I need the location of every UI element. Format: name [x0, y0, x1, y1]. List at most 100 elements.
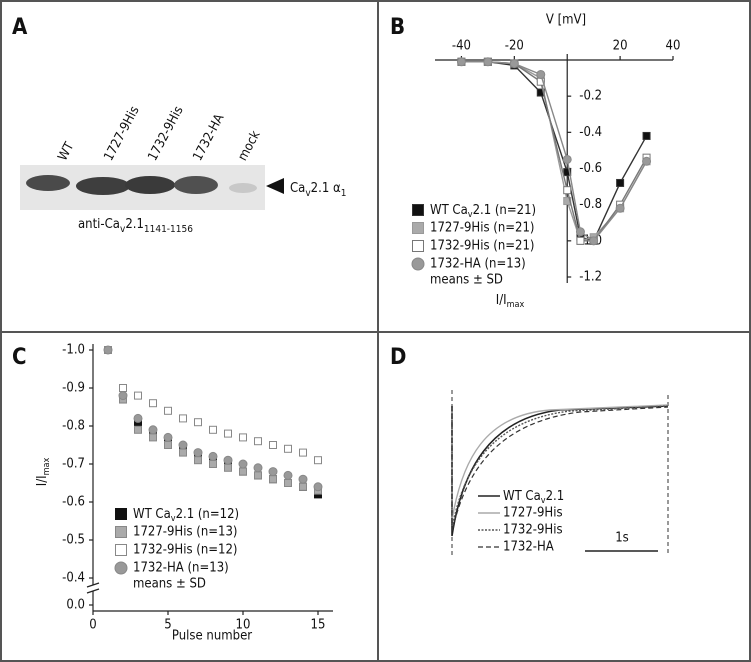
marker — [284, 444, 292, 453]
band — [174, 176, 218, 194]
legend-label: WT Cav2.1 — [503, 489, 564, 506]
band — [76, 177, 130, 195]
y-tick-label: -0.6 — [62, 495, 85, 510]
marker — [164, 406, 172, 415]
text-part: max — [42, 458, 52, 476]
y-axis-label: I/Imax — [35, 458, 52, 487]
note: means ± SD — [430, 273, 503, 288]
legend-label: 1732-9His — [503, 523, 563, 538]
marker — [178, 440, 188, 450]
marker — [223, 455, 233, 465]
marker — [575, 227, 585, 237]
axis-break — [86, 582, 100, 588]
legend-label: 1732-9His (n=21) — [430, 239, 535, 254]
text-part: 1 — [341, 188, 347, 199]
marker — [283, 470, 293, 480]
marker — [114, 561, 128, 575]
marker — [314, 456, 322, 465]
marker — [509, 59, 519, 69]
note: means ± SD — [133, 577, 206, 592]
marker — [615, 203, 625, 213]
marker — [269, 441, 277, 449]
marker — [118, 391, 128, 401]
marker — [163, 432, 173, 442]
y-tick-label: -0.4 — [579, 125, 602, 140]
marker — [642, 156, 652, 166]
text-part: I/I — [35, 475, 50, 486]
marker — [576, 236, 585, 245]
marker — [103, 345, 113, 355]
text-part: Ca — [290, 181, 305, 196]
text-part: I/I — [496, 293, 507, 308]
marker — [269, 475, 277, 484]
x-tick-label: 10 — [236, 618, 251, 633]
marker — [536, 69, 546, 79]
x-tick-label: 0 — [89, 618, 96, 633]
x-tick-label: 15 — [311, 618, 326, 633]
text-part: WT Ca — [133, 507, 171, 522]
text-part: v — [171, 514, 176, 524]
marker — [149, 399, 157, 408]
marker — [115, 544, 127, 556]
band — [26, 175, 70, 191]
marker — [562, 154, 572, 164]
marker — [299, 482, 307, 491]
marker — [133, 413, 143, 423]
arrowhead — [266, 178, 284, 194]
text-part: 2.1 (n=21) — [473, 203, 537, 218]
x-tick-label: 5 — [164, 618, 171, 633]
legend-label: WT Cav2.1 (n=12) — [133, 507, 239, 524]
text-part: v — [120, 224, 126, 235]
y-tick-label: -0.4 — [62, 571, 85, 586]
traces — [451, 390, 669, 555]
panel-letter: B — [390, 15, 405, 40]
marker — [239, 433, 247, 442]
text-part: anti-Ca — [78, 217, 120, 232]
y-tick-label: -0.5 — [62, 533, 85, 548]
marker — [179, 448, 187, 457]
marker — [209, 425, 217, 434]
text-part: 1141-1156 — [144, 224, 193, 235]
marker — [563, 168, 572, 177]
marker — [193, 448, 203, 458]
text-part: 2.1 — [546, 489, 565, 504]
marker — [616, 178, 625, 187]
marker — [179, 414, 187, 423]
marker — [164, 441, 172, 449]
marker — [313, 482, 323, 492]
marker — [254, 471, 262, 480]
y-tick-label: -0.7 — [62, 457, 85, 472]
y-tick-label: -0.2 — [579, 89, 602, 104]
text-part: 2.1 α — [311, 181, 341, 196]
marker — [411, 257, 425, 271]
scale-bar-label: 1s — [615, 531, 629, 546]
marker — [412, 204, 424, 216]
x-tick-label: -40 — [452, 39, 471, 54]
text-part: v — [468, 210, 473, 220]
legend-label: WT Cav2.1 (n=21) — [430, 203, 536, 220]
panel-letter: D — [390, 345, 406, 370]
marker — [412, 222, 424, 234]
axis-break — [87, 585, 99, 591]
marker — [115, 526, 127, 538]
text-part: WT Ca — [503, 489, 541, 504]
marker — [284, 479, 292, 487]
text-part: v — [541, 496, 546, 506]
marker — [299, 448, 307, 457]
marker — [224, 429, 232, 438]
marker — [254, 437, 262, 446]
marker — [483, 57, 493, 67]
blot — [20, 165, 265, 210]
x-tick-label: 20 — [613, 39, 628, 54]
y-axis-label: I/Imax — [496, 293, 525, 310]
legend-label: 1727-9His — [503, 506, 563, 521]
legend-label: 1727-9His (n=13) — [133, 525, 238, 540]
y-tick-label: -0.9 — [62, 381, 85, 396]
marker — [209, 460, 217, 468]
antibody-label: anti-Cav2.11141-1156 — [78, 217, 193, 236]
text-part: WT Ca — [430, 203, 468, 218]
marker — [134, 425, 142, 434]
y-tick-label: 0.0 — [66, 598, 85, 613]
